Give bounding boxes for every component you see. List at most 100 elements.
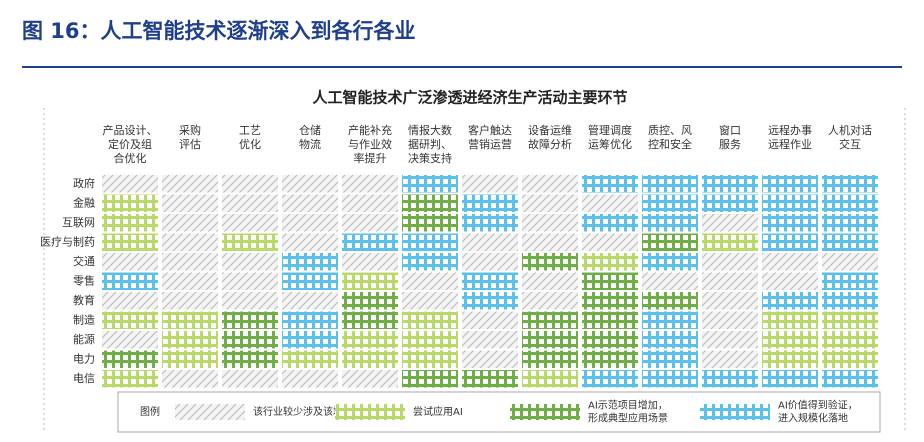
cell [822,331,878,349]
row-label: 交通 [73,254,95,268]
cell [822,194,878,212]
cell [462,214,518,232]
cell [462,311,518,329]
cell [582,214,638,232]
cell [282,292,338,310]
column-header: 人机对话 [828,123,872,137]
cell [642,253,698,271]
cell [582,350,638,368]
cell [462,331,518,349]
cell [222,214,278,232]
cell [222,350,278,368]
cell [342,253,398,271]
cell [102,233,158,251]
column-header: 运筹优化 [588,137,632,151]
column-header: 远程办事 [768,124,812,137]
cell [582,194,638,212]
cell [762,292,818,310]
row-label: 金融 [73,195,95,209]
legend-swatch [175,404,245,420]
cell [222,272,278,290]
column-header: 营销运营 [468,137,512,151]
legend-title: 图例 [140,405,160,418]
row-label: 互联网 [62,216,95,229]
cell [162,311,218,329]
legend-box [117,391,881,433]
column-header: 评估 [179,138,201,151]
cell [282,194,338,212]
cell [702,331,758,349]
cell [582,331,638,349]
legend-swatch [510,404,580,420]
column-header: 合优化 [114,151,147,165]
cell [402,350,458,368]
cell [162,194,218,212]
column-header: 情报大数 [408,123,452,137]
cell [522,214,578,232]
cell [162,350,218,368]
row-label: 能源 [73,332,95,346]
cell [702,214,758,232]
cell [522,331,578,349]
column-header: 仓储 [299,123,321,137]
cell [282,233,338,251]
cell [522,233,578,251]
cell [462,370,518,388]
cell [582,370,638,388]
cell [222,331,278,349]
cell [642,292,698,310]
cell [102,350,158,368]
cell [162,233,218,251]
legend-swatch [335,404,405,420]
cell [462,292,518,310]
cell [222,370,278,388]
column-header: 设备运维 [528,123,572,137]
cell [102,292,158,310]
cell [462,194,518,212]
cell [402,214,458,232]
cell [762,233,818,251]
cell [342,175,398,193]
cell [702,194,758,212]
cell [282,175,338,193]
cell [762,331,818,349]
cell [762,253,818,271]
cell [342,214,398,232]
cell [222,194,278,212]
cell [102,370,158,388]
cell [342,292,398,310]
cell [822,350,878,368]
column-header: 据研判、 [408,137,452,151]
cell [282,370,338,388]
cell [102,272,158,290]
row-label: 教育 [73,293,95,307]
cell [702,272,758,290]
column-header: 决策支持 [408,151,452,165]
legend-label: 进入规模化落地 [778,412,848,425]
column-header: 定价及组 [108,137,152,151]
cell [702,311,758,329]
cell [582,311,638,329]
cell [342,370,398,388]
cell [162,175,218,193]
cell [282,311,338,329]
cell [282,253,338,271]
cell [522,311,578,329]
cell [342,350,398,368]
column-header: 远程作业 [768,138,812,151]
cell [822,272,878,290]
cell [342,194,398,212]
cell [762,311,818,329]
cell [762,194,818,212]
cell [642,370,698,388]
cell [462,350,518,368]
column-header: 产能补充 [348,123,392,137]
figure-title: 图 16：人工智能技术逐渐深入到各行各业 [22,19,416,43]
cell [522,272,578,290]
cell [222,175,278,193]
column-header: 管理调度 [588,123,632,137]
cell [582,272,638,290]
cell [162,292,218,310]
cell [642,214,698,232]
